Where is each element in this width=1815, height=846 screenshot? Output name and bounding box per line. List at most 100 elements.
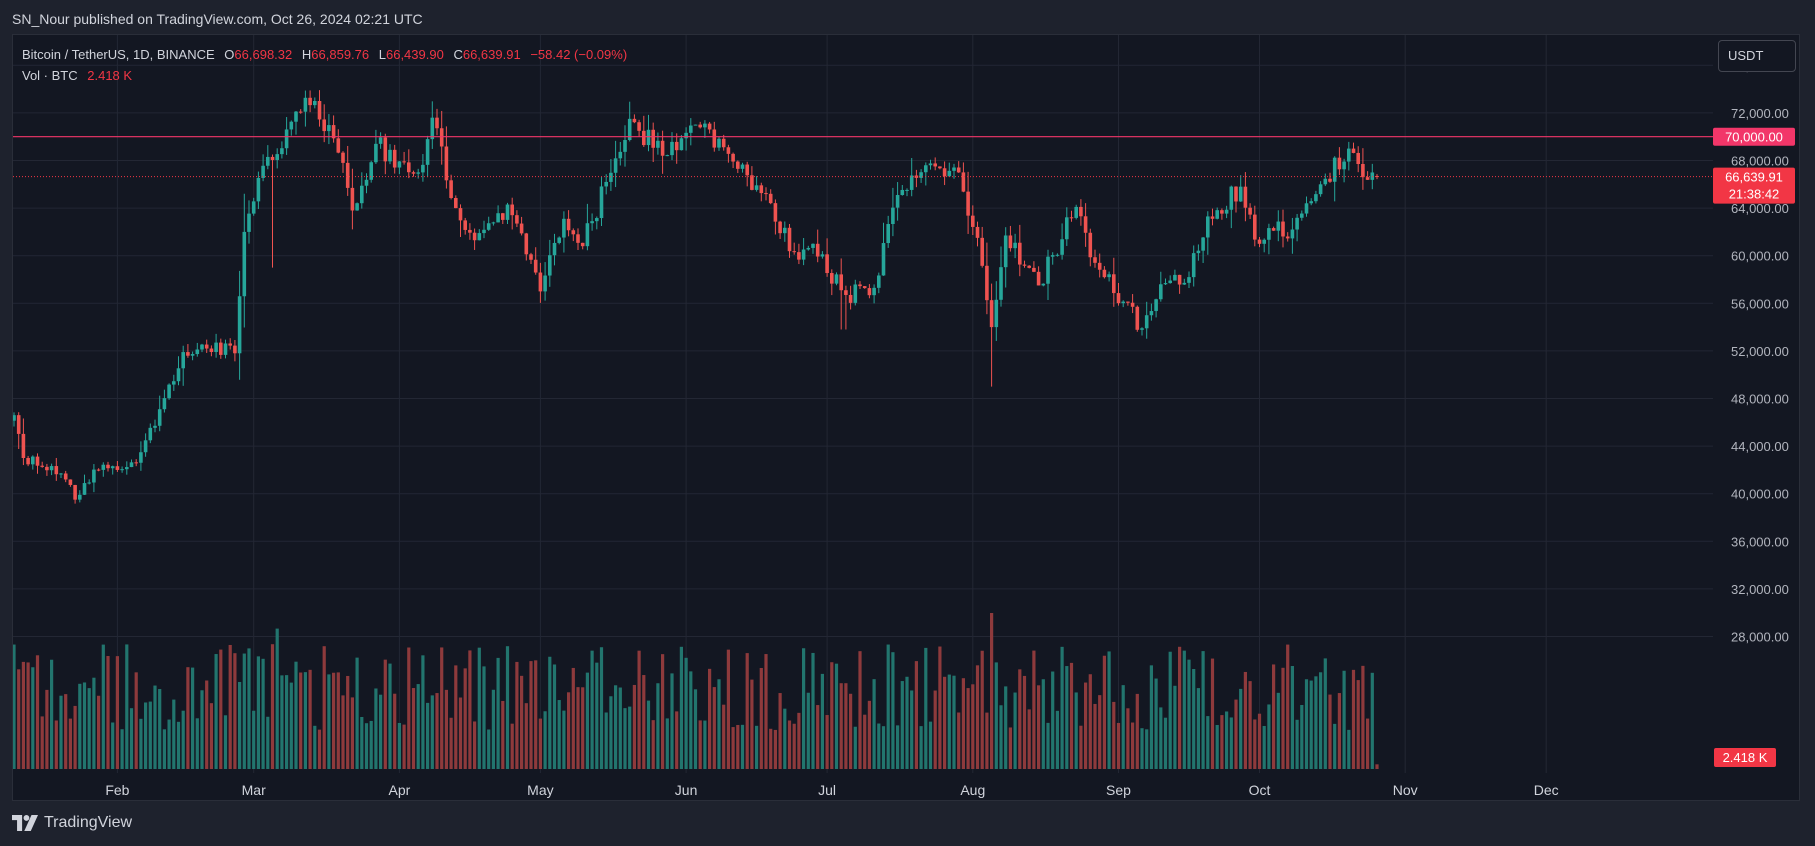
- candle-body: [16, 415, 21, 434]
- volume-label[interactable]: Vol · BTC: [22, 68, 78, 83]
- candle-body: [219, 342, 223, 355]
- candle-body: [228, 343, 232, 346]
- volume-bar: [928, 721, 933, 769]
- volume-bar: [454, 665, 458, 769]
- volume-bar: [360, 716, 364, 769]
- candle-body: [1285, 236, 1290, 239]
- candle-body: [233, 345, 237, 354]
- candle-body: [538, 272, 543, 292]
- volume-bar: [228, 644, 232, 769]
- candle-body: [783, 227, 787, 234]
- volume-bar: [1107, 651, 1111, 769]
- chart-pane[interactable]: 70,000.00 66,639.91 21:38:42 2.418 K 28,000…: [12, 34, 1800, 801]
- resistance-price-tag: [1713, 127, 1795, 146]
- volume-bar: [1037, 685, 1041, 769]
- candle-body: [956, 167, 961, 173]
- candle-body: [1351, 148, 1356, 153]
- volume-bar: [764, 654, 768, 769]
- candle-body: [1210, 216, 1215, 219]
- candle-body: [1173, 274, 1177, 281]
- volume-bar: [552, 664, 557, 769]
- candle-body: [613, 158, 618, 173]
- volume-bar: [849, 693, 853, 769]
- volume-bar: [543, 711, 547, 769]
- candle-body: [45, 466, 49, 471]
- volume-bar: [482, 666, 486, 769]
- volume-bar: [463, 668, 467, 769]
- candle-body: [1267, 228, 1271, 240]
- volume-bar: [590, 650, 594, 769]
- volume-bar: [1314, 676, 1318, 769]
- volume-bar: [78, 683, 82, 769]
- candle-body: [374, 143, 378, 163]
- candle-body: [806, 247, 811, 250]
- volume-bar: [1093, 703, 1097, 769]
- x-tick-label: May: [527, 782, 553, 798]
- volume-bar: [736, 724, 740, 769]
- candle-body: [759, 185, 764, 194]
- volume-bar: [92, 677, 96, 769]
- volume-bar: [82, 682, 87, 769]
- volume-bar: [322, 646, 326, 769]
- volume-bar: [562, 710, 566, 769]
- candle-body: [477, 233, 482, 241]
- candle-body: [1229, 186, 1234, 210]
- volume-bar: [426, 702, 430, 769]
- candle-body: [599, 186, 604, 219]
- volume-bar: [811, 652, 815, 769]
- candle-body: [54, 466, 59, 475]
- candle-body: [674, 141, 679, 151]
- tradingview-logo[interactable]: TradingView: [12, 814, 132, 832]
- volume-bar: [1088, 674, 1092, 769]
- candle-body: [1097, 262, 1102, 270]
- candle-body: [491, 222, 496, 224]
- volume-bar: [1342, 670, 1346, 769]
- candle-body: [1215, 210, 1219, 219]
- candle-body: [1102, 269, 1107, 278]
- candle-body: [717, 138, 721, 148]
- volume-bar: [614, 685, 618, 769]
- candle-body: [486, 223, 491, 230]
- price-chart[interactable]: 70,000.00 66,639.91 21:38:42 2.418 K 28,000…: [13, 35, 1801, 802]
- ohlc-row: Bitcoin / TetherUS, 1D, BINANCE O66,698.…: [22, 44, 627, 65]
- candle-body: [1074, 206, 1078, 218]
- candle-body: [139, 452, 143, 463]
- volume-bar: [698, 720, 702, 769]
- volume-bar: [1060, 646, 1064, 769]
- volume-bar: [299, 672, 303, 769]
- volume-bar: [393, 693, 397, 769]
- symbol-title[interactable]: Bitcoin / TetherUS, 1D, BINANCE: [22, 47, 215, 62]
- volume-bar: [637, 650, 641, 769]
- volume-bar: [402, 724, 406, 769]
- volume-bar: [336, 672, 340, 769]
- candle-body: [952, 167, 956, 171]
- candle-body: [773, 203, 778, 222]
- candle-body: [1356, 152, 1360, 164]
- candle-body: [707, 123, 712, 130]
- volume-bar: [515, 661, 519, 769]
- volume-bar: [1008, 727, 1012, 769]
- volume-bar: [1004, 686, 1008, 769]
- y-tick-label: 64,000.00: [1731, 201, 1789, 216]
- candle-body: [811, 243, 815, 248]
- volume-bar: [266, 716, 270, 769]
- candle-body: [815, 243, 820, 257]
- candle-body: [1149, 311, 1154, 316]
- candle-body: [430, 117, 435, 140]
- candle-body: [242, 231, 247, 297]
- currency-button[interactable]: USDT: [1718, 40, 1796, 72]
- volume-bar: [430, 695, 434, 769]
- candle-body: [1083, 216, 1088, 233]
- candle-body: [1342, 161, 1346, 170]
- volume-bar: [407, 647, 411, 769]
- candle-body: [1013, 242, 1017, 249]
- candle-body: [853, 284, 858, 303]
- candle-body: [595, 218, 599, 222]
- candle-body: [1140, 328, 1144, 330]
- candle-body: [1135, 306, 1140, 330]
- volume-bar: [491, 689, 495, 769]
- candle-body: [721, 138, 726, 148]
- volume-bar: [844, 683, 848, 769]
- candle-body: [1290, 229, 1295, 239]
- volume-bar: [205, 680, 209, 769]
